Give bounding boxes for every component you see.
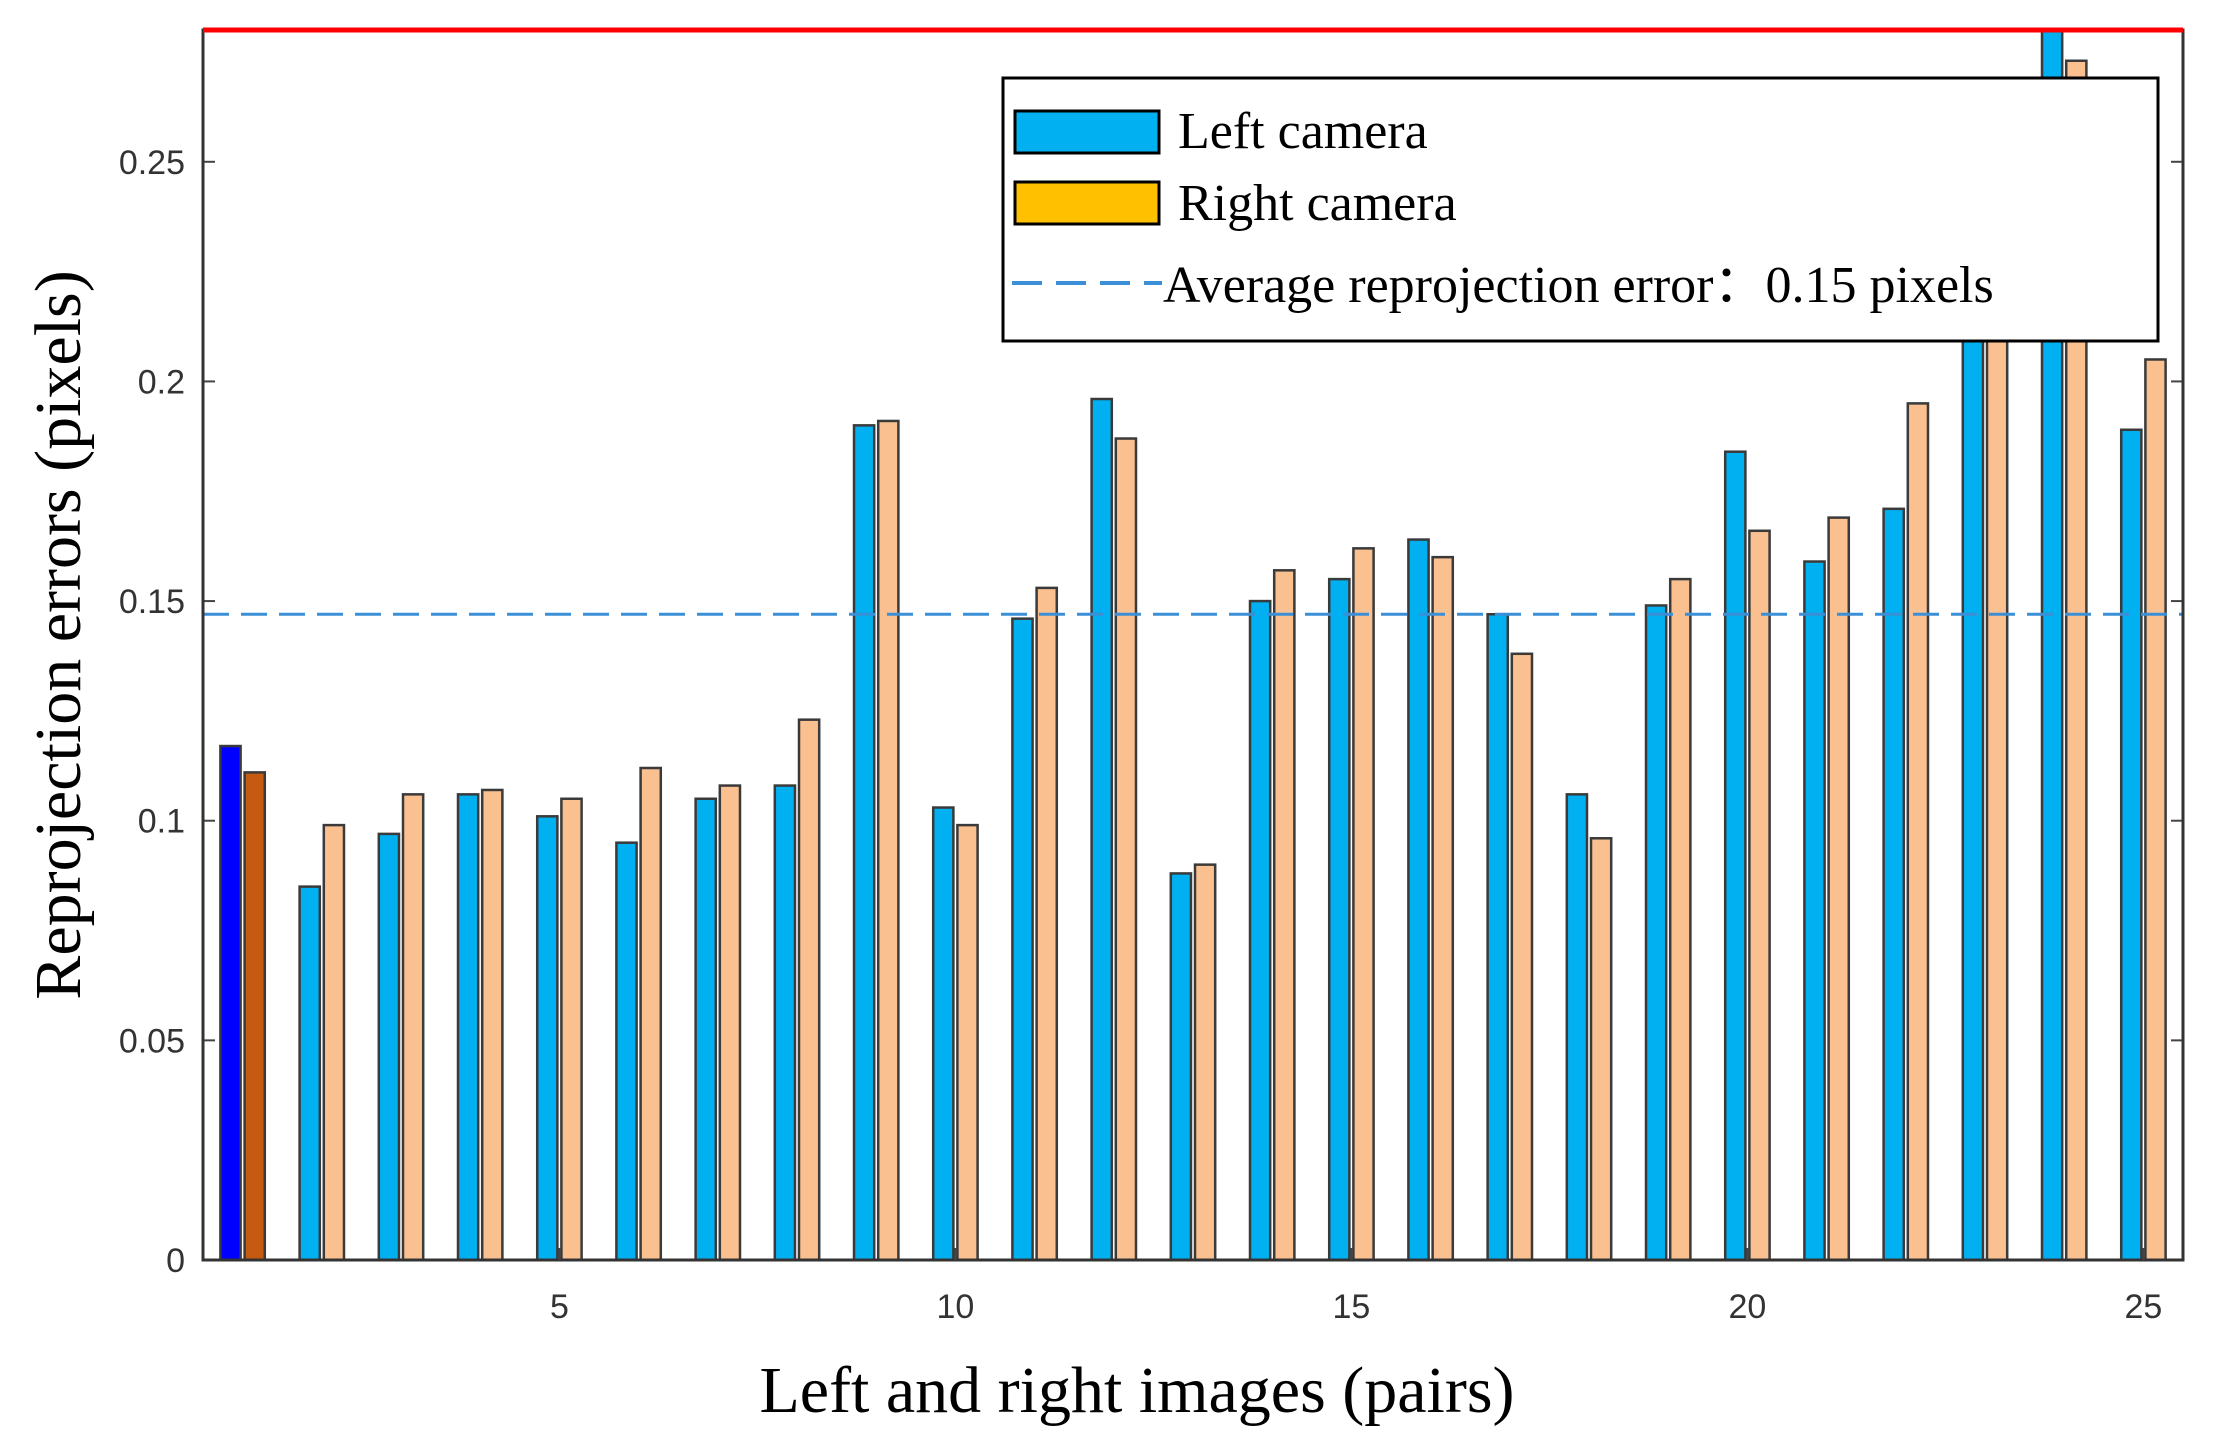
x-tick-label: 10 — [936, 1288, 974, 1326]
bar-left-camera-2 — [298, 885, 322, 1262]
bar-right-camera-16 — [1431, 555, 1455, 1262]
legend-box — [1001, 76, 2160, 343]
y-tick-label: 0.2 — [138, 363, 185, 401]
x-tick-label: 5 — [550, 1288, 569, 1326]
y-tick-label: 0.25 — [119, 144, 185, 182]
bar-left-camera-23 — [1961, 314, 1985, 1262]
bar-right-camera-23 — [1985, 314, 2009, 1262]
bar-left-camera-10 — [931, 806, 955, 1262]
plot-frame — [201, 27, 2185, 1262]
bar-left-camera-21 — [1803, 560, 1826, 1262]
y-tick-label: 0.15 — [119, 583, 185, 621]
bar-left-camera-15 — [1327, 577, 1351, 1262]
bar-left-camera-11 — [1011, 617, 1034, 1262]
bar-right-camera-7 — [718, 784, 742, 1262]
bar-right-camera-15 — [1352, 547, 1375, 1262]
x-tick-label: 25 — [2124, 1288, 2162, 1326]
bar-right-camera-10 — [956, 823, 979, 1262]
y-tick-label: 0 — [166, 1242, 185, 1280]
y-tick-label: 0.05 — [119, 1022, 185, 1060]
bar-left-camera-8 — [773, 784, 797, 1262]
bar-right-camera-14 — [1272, 569, 1296, 1262]
bar-right-camera-6 — [639, 766, 663, 1262]
bar-left-camera-20 — [1723, 450, 1747, 1262]
bar-left-camera-18 — [1565, 793, 1589, 1262]
y-tick-label: 0.1 — [138, 803, 185, 841]
bar-left-camera-6 — [615, 841, 638, 1262]
bar-right-camera-25 — [2144, 358, 2167, 1262]
bar-left-camera-25 — [2119, 428, 2143, 1262]
bar-left-camera-17 — [1486, 613, 1510, 1262]
bar-left-camera-12 — [1090, 397, 1114, 1262]
bar-right-camera-13 — [1193, 863, 1217, 1262]
bar-right-camera-17 — [1510, 652, 1534, 1262]
bar-left-camera-7 — [694, 797, 718, 1262]
bar-left-camera-4 — [456, 793, 480, 1262]
bar-right-camera-5 — [560, 797, 583, 1262]
legend-label-right-camera: Right camera — [1178, 175, 1457, 232]
y-axis-label: Reprojection errors (pixels) — [22, 270, 95, 999]
legend-swatch-right-camera — [1013, 180, 1161, 226]
x-tick-label: 15 — [1332, 1288, 1370, 1326]
y-axis-ticks: 0 0.05 0.1 0.15 0.2 0.25 — [119, 144, 2183, 1280]
legend-swatch-left-camera — [1013, 109, 1161, 155]
bar-right-camera-4 — [480, 788, 504, 1262]
bar-left-camera-22 — [1882, 507, 1906, 1262]
bar-right-camera-11 — [1035, 586, 1059, 1262]
bar-left-camera-1 — [219, 744, 242, 1262]
bar-right-camera-2 — [322, 823, 346, 1262]
legend: Left camera Right camera Average reproje… — [1001, 76, 2160, 343]
bar-right-camera-18 — [1589, 837, 1613, 1262]
bar-right-camera-12 — [1114, 437, 1138, 1262]
bar-series — [219, 28, 2167, 1262]
bar-right-camera-8 — [797, 718, 821, 1262]
bar-right-camera-20 — [1748, 529, 1771, 1262]
bar-left-camera-16 — [1407, 538, 1430, 1262]
bar-right-camera-21 — [1827, 516, 1851, 1262]
bar-left-camera-19 — [1644, 604, 1668, 1262]
bar-left-camera-5 — [535, 815, 559, 1262]
bar-left-camera-14 — [1248, 599, 1272, 1262]
x-axis-label: Left and right images (pairs) — [759, 1354, 1514, 1427]
bar-left-camera-3 — [377, 832, 401, 1262]
bar-right-camera-19 — [1668, 577, 1692, 1262]
bar-right-camera-9 — [876, 419, 900, 1262]
legend-label-left-camera: Left camera — [1178, 103, 1428, 160]
bar-right-camera-3 — [401, 793, 425, 1262]
x-axis-ticks: 5 10 15 20 25 — [550, 1248, 2162, 1326]
bar-left-camera-9 — [852, 424, 876, 1262]
legend-label-average-error: Average reprojection error：0.15 pixels — [1163, 257, 1994, 314]
x-tick-label: 20 — [1728, 1288, 1766, 1326]
bar-left-camera-13 — [1169, 872, 1193, 1262]
bar-right-camera-22 — [1906, 402, 1930, 1262]
bar-right-camera-1 — [243, 771, 267, 1262]
